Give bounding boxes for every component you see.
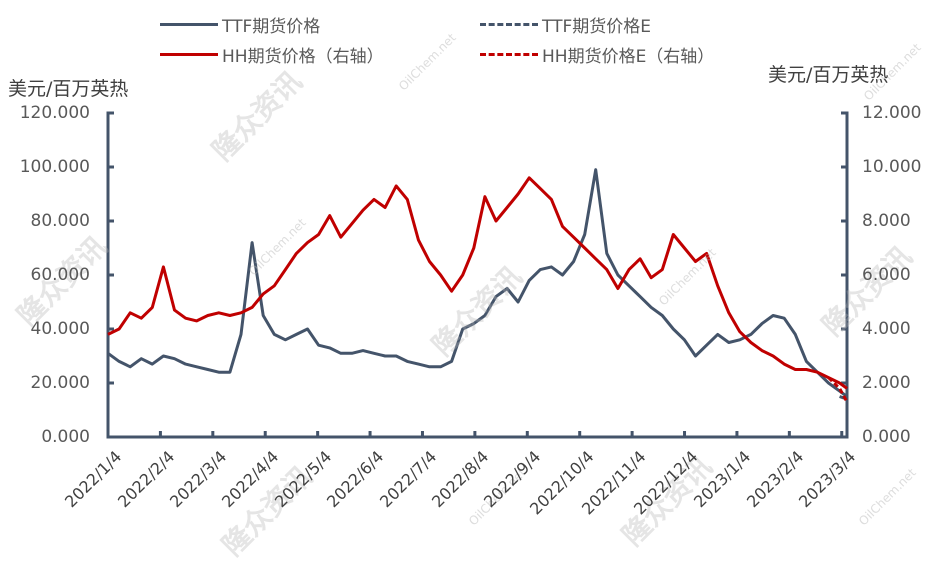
right-ytick: 0.000 <box>862 427 911 447</box>
left-ytick: 60.000 <box>30 265 90 285</box>
right-axis-unit: 美元/百万英热 <box>768 64 889 86</box>
right-ytick: 12.000 <box>862 103 922 123</box>
legend-label: HH期货价格E（右轴） <box>542 47 715 67</box>
legend-label: TTF期货价格 <box>222 17 321 37</box>
legend-label: TTF期货价格E <box>542 17 651 37</box>
legend-dashed-line-icon <box>480 23 538 26</box>
ttf-price-line <box>107 168 848 398</box>
left-ytick: 40.000 <box>30 319 90 339</box>
legend-hh-e: HH期货价格E（右轴） <box>480 42 714 67</box>
legend-hh: HH期货价格（右轴） <box>160 42 384 67</box>
right-ytick: 6.000 <box>862 265 911 285</box>
legend-line-icon <box>160 53 218 56</box>
right-ytick: 8.000 <box>862 211 911 231</box>
left-ytick: 120.000 <box>19 103 90 123</box>
right-ytick: 4.000 <box>862 319 911 339</box>
left-axis-unit: 美元/百万英热 <box>8 78 129 100</box>
legend-ttf: TTF期货价格 <box>160 12 320 37</box>
legend-ttf-e: TTF期货价格E <box>480 12 651 37</box>
legend-line-icon <box>160 23 218 26</box>
legend-dashed-line-icon <box>480 53 538 56</box>
hh-price-line <box>107 176 848 390</box>
legend-label: HH期货价格（右轴） <box>222 47 384 67</box>
left-ytick: 0.000 <box>41 427 90 447</box>
right-ytick: 2.000 <box>862 373 911 393</box>
left-ytick: 100.000 <box>19 157 90 177</box>
left-ytick: 80.000 <box>30 211 90 231</box>
hh-forecast-line <box>827 376 849 403</box>
axis-frame <box>106 111 849 439</box>
right-ytick: 10.000 <box>862 157 922 177</box>
left-ytick: 20.000 <box>30 373 90 393</box>
